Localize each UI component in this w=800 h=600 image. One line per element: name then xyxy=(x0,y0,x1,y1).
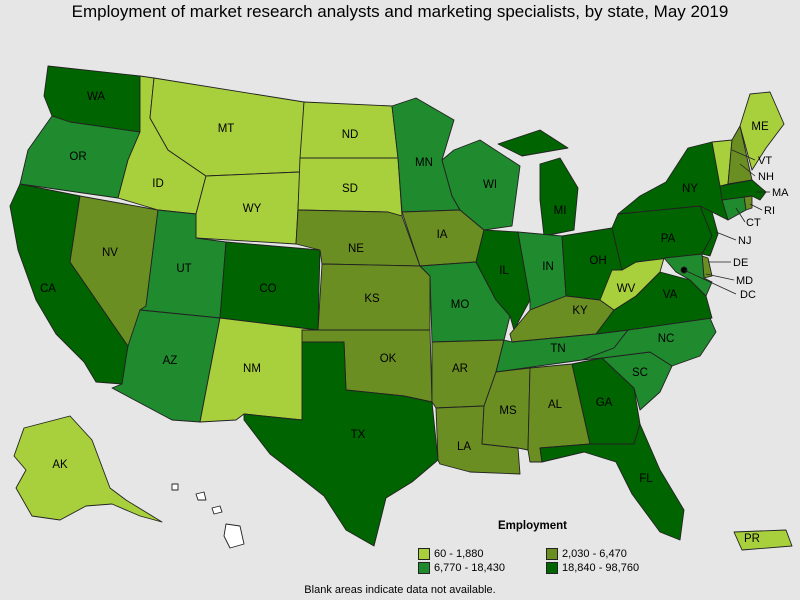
state-label-fl: FL xyxy=(639,473,653,485)
state-label-nc: NC xyxy=(658,333,675,345)
legend-label-1: 60 - 1,880 xyxy=(434,548,484,560)
state-label-nm: NM xyxy=(243,363,261,375)
state-label-pr: PR xyxy=(744,533,760,545)
state-mi[interactable] xyxy=(497,129,579,237)
state-me[interactable] xyxy=(739,91,785,171)
state-label-nh: NH xyxy=(758,171,774,183)
state-label-wa: WA xyxy=(87,91,105,103)
legend-title: Employment xyxy=(498,520,568,532)
state-label-nv: NV xyxy=(102,247,118,259)
state-ak[interactable] xyxy=(13,415,163,523)
state-label-ne: NE xyxy=(348,243,364,255)
state-pr[interactable] xyxy=(733,529,793,551)
state-label-ut: UT xyxy=(176,263,191,275)
state-fl[interactable] xyxy=(539,423,685,541)
legend-item-1: 60 - 1,880 xyxy=(418,548,484,560)
state-label-mi: MI xyxy=(554,205,567,217)
data-availability-note: Blank areas indicate data not available. xyxy=(304,584,496,596)
state-label-wy: WY xyxy=(243,203,262,215)
state-label-wv: WV xyxy=(617,283,636,295)
legend-item-2: 2,030 - 6,470 xyxy=(546,548,627,560)
state-label-nd: ND xyxy=(342,129,359,141)
state-label-ok: OK xyxy=(380,353,397,365)
state-label-oh: OH xyxy=(589,255,606,267)
legend-swatch-3 xyxy=(418,562,430,574)
state-nj[interactable] xyxy=(699,205,719,257)
state-hi[interactable] xyxy=(171,483,245,549)
map-title: Employment of market research analysts a… xyxy=(71,2,729,21)
state-label-va: VA xyxy=(663,289,678,301)
legend-swatch-4 xyxy=(546,562,558,574)
state-label-al: AL xyxy=(548,399,563,411)
state-label-me: ME xyxy=(751,121,769,133)
leader-lines xyxy=(683,149,770,295)
state-label-pa: PA xyxy=(661,233,676,245)
state-label-mt: MT xyxy=(218,123,235,135)
legend-label-2: 2,030 - 6,470 xyxy=(562,548,627,560)
state-label-dc: DC xyxy=(740,289,756,301)
state-label-ak: AK xyxy=(52,459,68,471)
legend-swatch-1 xyxy=(418,548,430,560)
state-label-sc: SC xyxy=(632,367,648,379)
state-label-ar: AR xyxy=(452,363,468,375)
state-label-mn: MN xyxy=(415,157,433,169)
state-label-ks: KS xyxy=(364,293,380,305)
state-label-la: LA xyxy=(457,441,471,453)
legend-label-3: 6,770 - 18,430 xyxy=(434,562,505,574)
state-label-vt: VT xyxy=(758,155,772,167)
state-label-tx: TX xyxy=(351,429,366,441)
state-label-md: MD xyxy=(736,275,753,287)
state-label-ca: CA xyxy=(40,283,56,295)
state-label-tn: TN xyxy=(550,343,565,355)
state-label-wi: WI xyxy=(483,179,497,191)
state-label-az: AZ xyxy=(163,355,178,367)
state-label-sd: SD xyxy=(342,183,358,195)
state-nc[interactable] xyxy=(581,317,717,367)
state-label-il: IL xyxy=(499,265,509,277)
state-label-nj: NJ xyxy=(738,235,751,247)
state-label-ga: GA xyxy=(596,397,613,409)
legend-swatch-2 xyxy=(546,548,558,560)
state-label-co: CO xyxy=(259,283,276,295)
legend-label-4: 18,840 - 98,760 xyxy=(562,562,640,574)
state-label-ct: CT xyxy=(746,217,761,229)
state-label-ny: NY xyxy=(682,183,698,195)
state-label-ma: MA xyxy=(772,187,789,199)
legend-item-4: 18,840 - 98,760 xyxy=(546,562,639,574)
state-wy[interactable] xyxy=(195,171,301,245)
state-label-id: ID xyxy=(152,178,164,190)
state-label-ky: KY xyxy=(572,305,588,317)
state-label-ms: MS xyxy=(499,405,517,417)
state-label-in: IN xyxy=(542,261,554,273)
state-ks[interactable] xyxy=(317,263,431,331)
state-label-ri: RI xyxy=(764,205,775,217)
state-ny[interactable] xyxy=(617,141,729,221)
state-nh[interactable] xyxy=(727,125,753,185)
state-label-mo: MO xyxy=(451,299,470,311)
legend-item-3: 6,770 - 18,430 xyxy=(418,562,505,574)
state-tx[interactable] xyxy=(243,341,439,547)
state-label-or: OR xyxy=(69,151,86,163)
state-label-ia: IA xyxy=(437,229,448,241)
state-label-de: DE xyxy=(733,257,748,269)
state-md[interactable] xyxy=(663,253,713,297)
